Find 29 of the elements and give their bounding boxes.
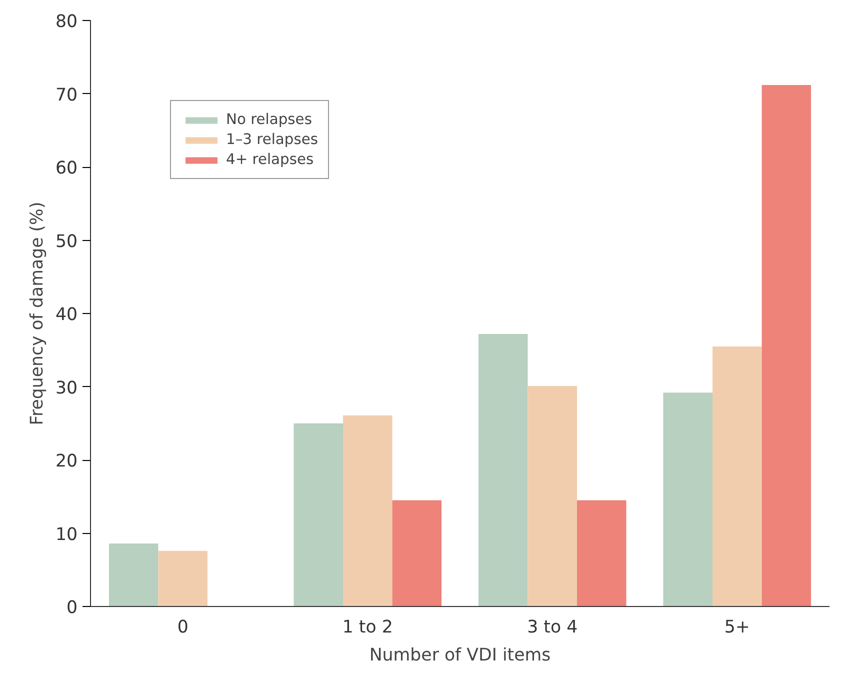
- bar: [478, 334, 528, 606]
- x-tick-label: 3 to 4: [527, 618, 578, 638]
- legend-label: 4+ relapses: [226, 151, 314, 168]
- bar: [712, 346, 762, 606]
- y-tick-label: 50: [55, 232, 78, 252]
- y-tick-label: 70: [55, 85, 78, 106]
- x-tick-label: 1 to 2: [342, 618, 393, 638]
- bar: [392, 500, 442, 606]
- bar: [158, 550, 208, 606]
- bar: [342, 415, 392, 606]
- x-tick-label: 5+: [724, 618, 750, 638]
- y-tick-label: 60: [55, 158, 78, 178]
- legend-label: No relapses: [226, 111, 312, 128]
- bar: [577, 500, 626, 606]
- y-axis-title: Frequency of damage (%): [27, 202, 48, 426]
- bar: [663, 392, 712, 606]
- x-tick-label: 0: [177, 618, 188, 638]
- bar: [762, 84, 812, 606]
- y-tick-label: 30: [55, 378, 78, 398]
- y-tick-label: 10: [55, 524, 78, 545]
- y-tick-label: 80: [55, 12, 78, 32]
- legend-label: 1–3 relapses: [226, 131, 318, 148]
- bar: [528, 386, 578, 606]
- bar: [294, 423, 343, 606]
- y-tick-label: 40: [55, 305, 78, 325]
- bar: [108, 544, 158, 606]
- x-axis-title: Number of VDI items: [369, 646, 551, 666]
- y-tick-label: 0: [66, 598, 78, 618]
- y-tick-label: 20: [55, 452, 78, 472]
